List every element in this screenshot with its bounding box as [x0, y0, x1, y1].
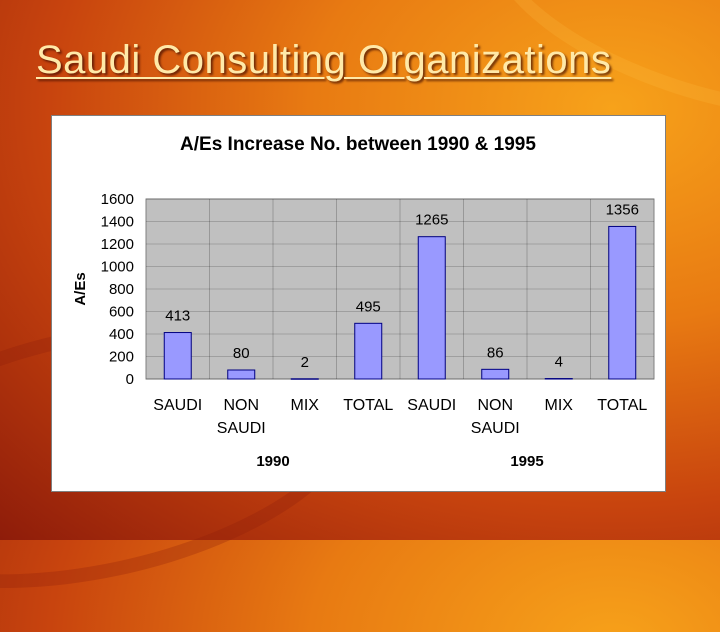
x-tick-label: SAUDI: [471, 420, 520, 437]
y-tick-label: 800: [109, 281, 134, 298]
x-tick-labels: SAUDI NON SAUDI MIX TOTAL SAUDI NON SAUDI MIX TOT…: [153, 397, 647, 437]
bars: [163, 225, 637, 380]
y-tick-label: 0: [126, 371, 134, 388]
bar: [481, 368, 510, 380]
bar: [354, 322, 383, 380]
bar: [163, 332, 192, 380]
y-tick-label: 200: [109, 349, 134, 366]
data-label: 413: [165, 308, 190, 325]
bar: [227, 369, 256, 380]
x-tick-label: NON: [223, 397, 259, 414]
plot-background: [145, 198, 655, 380]
y-tick-label: 1200: [101, 236, 134, 253]
chart-title: A/Es Increase No. between 1990 & 1995: [180, 134, 536, 155]
chart-area: A/Es Increase No. between 1990 & 1995 A/…: [51, 115, 666, 492]
data-label: 4: [555, 354, 563, 371]
data-label: 86: [487, 344, 504, 361]
group-labels: 1990 1995: [256, 453, 543, 470]
x-tick-label: NON: [477, 397, 513, 414]
y-tick-labels: 0 200 400 600 800 1000 1200 1400 1600: [101, 191, 134, 388]
y-axis-label: A/Es: [72, 272, 89, 305]
bar: [608, 225, 637, 380]
x-tick-label: SAUDI: [153, 397, 202, 414]
x-tick-label: SAUDI: [217, 420, 266, 437]
y-tick-label: 1400: [101, 214, 134, 231]
data-labels: 413 80 2 495 1265 86 4 1356: [165, 201, 639, 370]
data-label: 1265: [415, 212, 448, 229]
x-tick-label: MIX: [291, 397, 320, 414]
data-label: 80: [233, 345, 250, 362]
y-tick-label: 400: [109, 326, 134, 343]
x-tick-label: TOTAL: [597, 397, 647, 414]
data-label: 495: [356, 298, 381, 315]
group-label: 1990: [256, 453, 289, 470]
bar: [417, 236, 446, 380]
x-tick-label: SAUDI: [407, 397, 456, 414]
bar-chart: A/Es Increase No. between 1990 & 1995 A/…: [72, 134, 655, 470]
bar: [290, 378, 319, 380]
x-tick-label: MIX: [545, 397, 574, 414]
y-tick-label: 1000: [101, 259, 134, 276]
x-tick-label: TOTAL: [343, 397, 393, 414]
bar: [544, 378, 573, 380]
data-label: 1356: [606, 201, 639, 218]
y-tick-label: 1600: [101, 191, 134, 208]
slide-title: Saudi Consulting Organizations: [36, 38, 612, 82]
group-label: 1995: [510, 453, 543, 470]
y-tick-label: 600: [109, 304, 134, 321]
data-label: 2: [301, 354, 309, 371]
